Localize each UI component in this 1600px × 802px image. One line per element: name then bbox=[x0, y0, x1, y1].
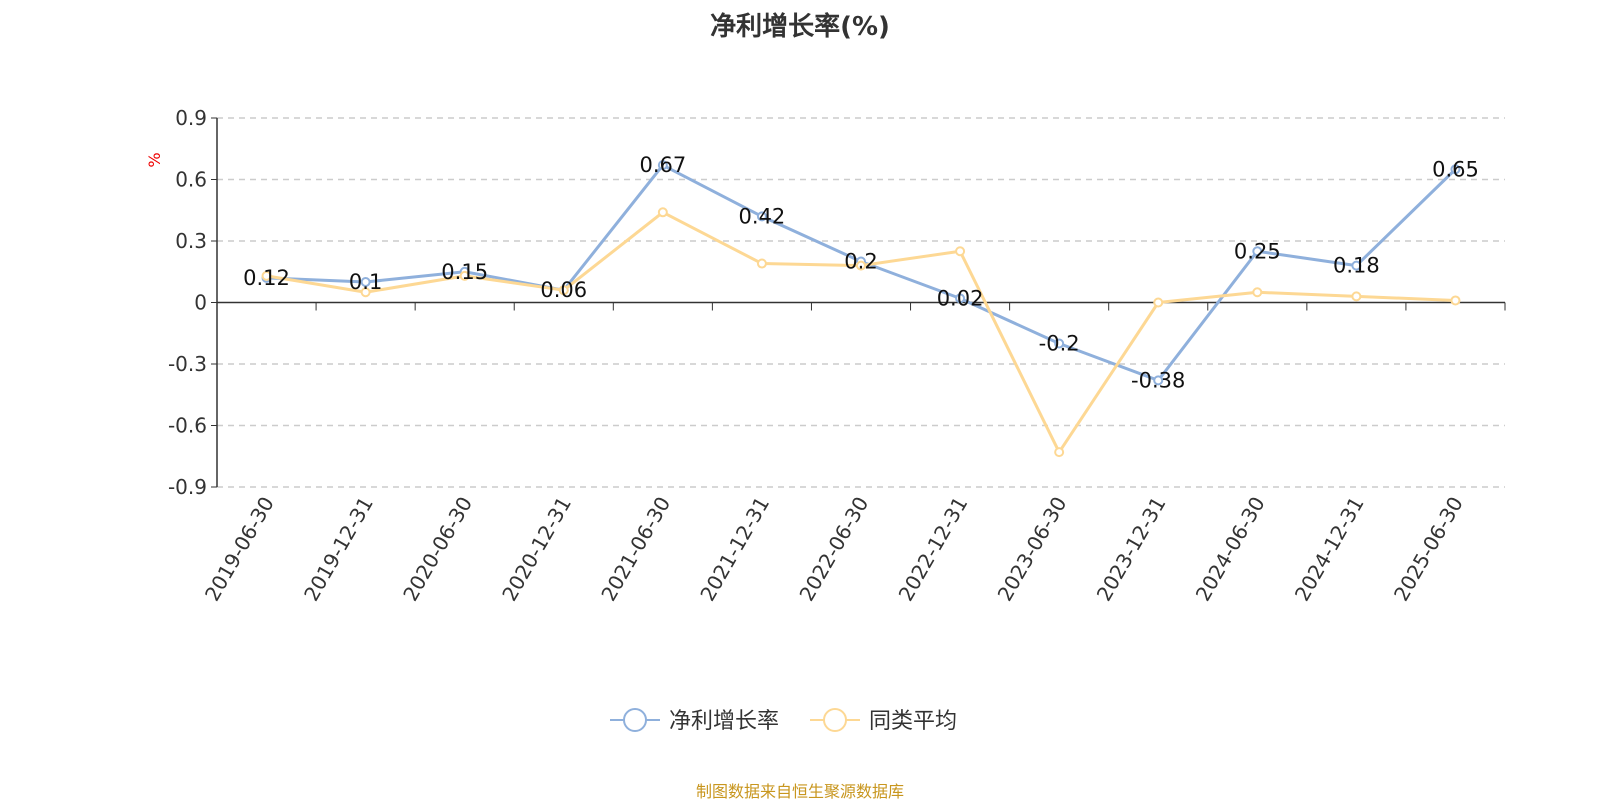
data-point bbox=[1054, 338, 1065, 349]
data-point bbox=[360, 277, 371, 287]
x-tick-label: 2021-06-30 bbox=[596, 493, 675, 606]
y-tick-label: -0.3 bbox=[168, 352, 207, 376]
data-point bbox=[1252, 287, 1263, 298]
data-label: -0.2 bbox=[1039, 332, 1080, 356]
x-tick-label: 2023-06-30 bbox=[993, 493, 1072, 606]
y-tick-label: 0.6 bbox=[175, 168, 207, 192]
chart-title: 净利增长率(%) bbox=[710, 12, 890, 42]
data-point bbox=[459, 270, 470, 281]
data-point bbox=[558, 285, 569, 296]
data-point bbox=[955, 246, 966, 257]
data-point bbox=[657, 207, 668, 218]
data-point bbox=[657, 160, 668, 171]
data-label: 0.2 bbox=[844, 250, 877, 274]
x-tick-label: 2020-12-31 bbox=[497, 493, 576, 606]
data-point bbox=[1351, 291, 1362, 302]
data-label: 0.06 bbox=[540, 278, 587, 302]
y-tick-label: -0.6 bbox=[168, 414, 207, 438]
data-label: 0.15 bbox=[441, 260, 488, 284]
data-label: 0.65 bbox=[1432, 157, 1479, 181]
data-label: 0.42 bbox=[739, 204, 786, 228]
x-tick-label: 2019-06-30 bbox=[200, 493, 279, 606]
data-point bbox=[856, 260, 866, 271]
data-point bbox=[261, 270, 272, 281]
x-tick-label: 2024-12-31 bbox=[1290, 493, 1369, 606]
data-label: -0.38 bbox=[1131, 368, 1185, 392]
y-tick-label: 0.3 bbox=[175, 229, 207, 253]
x-tick-label: 2024-06-30 bbox=[1191, 493, 1270, 606]
data-point bbox=[1153, 375, 1164, 386]
data-label: 0.67 bbox=[639, 153, 686, 177]
data-label: 0.02 bbox=[937, 286, 984, 310]
x-tick-label: 2022-12-31 bbox=[894, 493, 973, 606]
legend-label: 同类平均 bbox=[869, 709, 957, 734]
y-axis-unit: % bbox=[145, 152, 164, 167]
data-point bbox=[756, 211, 767, 222]
x-tick-label: 2019-12-31 bbox=[299, 493, 378, 606]
x-tick-label: 2022-06-30 bbox=[794, 493, 873, 606]
y-tick-label: 0.9 bbox=[175, 106, 207, 130]
data-point bbox=[1351, 260, 1362, 271]
data-point bbox=[1252, 246, 1263, 257]
legend-label: 净利增长率 bbox=[669, 709, 779, 734]
legend-marker-icon bbox=[623, 708, 647, 732]
data-label: 0.18 bbox=[1333, 254, 1380, 278]
x-tick-label: 2025-06-30 bbox=[1389, 493, 1468, 606]
x-tick-label: 2021-12-31 bbox=[695, 493, 774, 606]
data-point bbox=[360, 287, 371, 298]
data-label: 0.1 bbox=[349, 270, 382, 294]
data-point bbox=[1153, 297, 1164, 308]
data-label: 0.12 bbox=[243, 266, 290, 290]
y-tick-label: -0.9 bbox=[168, 475, 207, 499]
y-tick-label: 0 bbox=[194, 291, 207, 315]
x-tick-label: 2020-06-30 bbox=[398, 493, 477, 606]
x-tick-label: 2023-12-31 bbox=[1092, 493, 1171, 606]
data-point bbox=[1450, 295, 1461, 306]
data-point bbox=[756, 258, 767, 269]
data-point bbox=[1450, 164, 1461, 175]
legend-marker-icon bbox=[823, 708, 847, 732]
data-label: 0.25 bbox=[1234, 239, 1281, 263]
data-source-note: 制图数据来自恒生聚源数据库 bbox=[695, 782, 904, 801]
data-point bbox=[1054, 447, 1065, 458]
data-point bbox=[955, 293, 966, 304]
